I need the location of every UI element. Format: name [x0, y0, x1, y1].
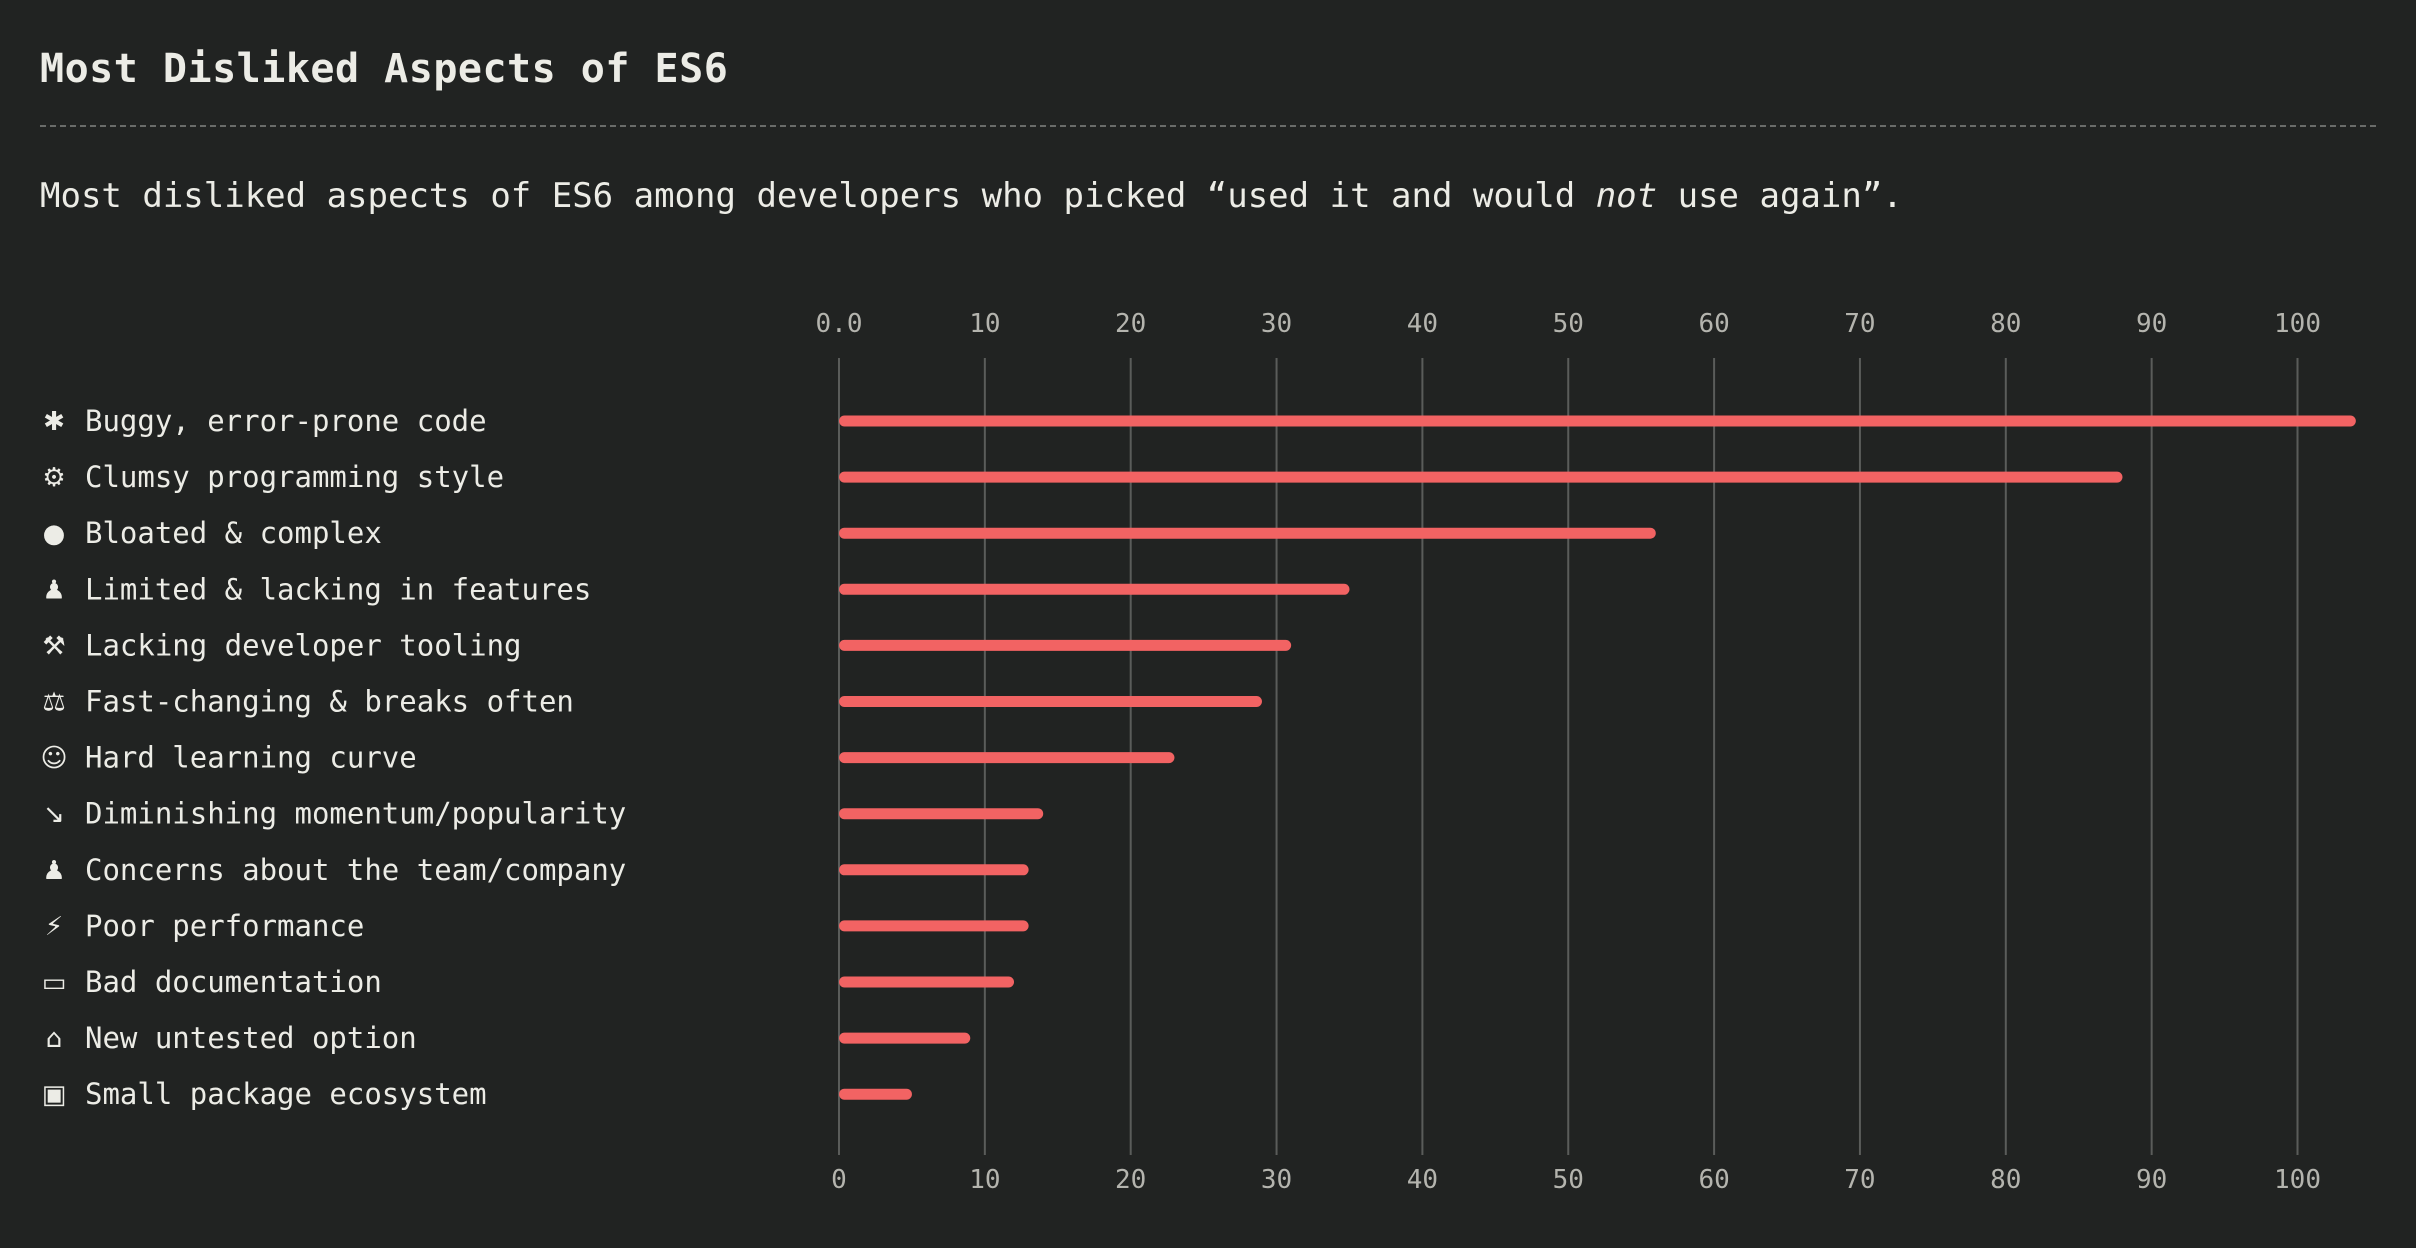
gear-icon: ⚙: [42, 463, 65, 493]
x-tick-label-bottom: 40: [1407, 1165, 1438, 1195]
category-label: Bad documentation: [85, 965, 382, 999]
category-label: New untested option: [85, 1021, 417, 1055]
x-tick-label-bottom: 30: [1261, 1165, 1292, 1195]
x-tick-label-top: 30: [1261, 309, 1292, 339]
gift-icon: ▣: [42, 1080, 67, 1110]
x-tick-label-bottom: 50: [1553, 1165, 1584, 1195]
bar: [839, 583, 1350, 595]
category-label: Diminishing momentum/popularity: [85, 797, 626, 831]
balloon-icon: ●: [43, 519, 66, 549]
x-tick-label-top: 20: [1115, 309, 1146, 339]
lightning-icon: ⚡: [45, 912, 63, 942]
x-tick-label-top: 40: [1407, 309, 1438, 339]
category-label: Concerns about the team/company: [85, 853, 626, 887]
bar: [839, 527, 1656, 539]
bar: [839, 920, 1029, 932]
bar: [839, 415, 2356, 427]
x-tick-label-bottom: 10: [969, 1165, 1000, 1195]
x-tick-label-top: 80: [1990, 309, 2021, 339]
x-tick-label-top: 50: [1553, 309, 1584, 339]
baby-icon: ☺: [40, 744, 67, 774]
category-label: Clumsy programming style: [85, 460, 504, 494]
title-divider: [40, 125, 2376, 127]
bar: [839, 976, 1015, 988]
x-tick-label-top: 60: [1698, 309, 1729, 339]
subtitle-text-after: use again”.: [1657, 176, 1903, 216]
x-tick-label-top: 10: [969, 309, 1000, 339]
bug-icon: ✱: [43, 407, 65, 437]
classical-building-icon: ⌂: [46, 1024, 63, 1054]
chart-subtitle: Most disliked aspects of ES6 among devel…: [40, 176, 1903, 216]
category-label: Poor performance: [85, 909, 364, 943]
category-label: Fast-changing & breaks often: [85, 685, 574, 719]
category-label: Small package ecosystem: [85, 1077, 487, 1111]
bar: [839, 752, 1175, 764]
x-tick-label-top: 90: [2136, 309, 2167, 339]
category-label: Hard learning curve: [85, 741, 417, 775]
category-label: Lacking developer tooling: [85, 628, 522, 662]
bar: [839, 696, 1262, 707]
joystick-icon: ♟: [42, 575, 65, 605]
category-label: Buggy, error-prone code: [85, 404, 487, 438]
x-tick-label-bottom: 70: [1844, 1165, 1875, 1195]
x-tick-label-bottom: 0: [831, 1165, 847, 1195]
x-tick-label-top: 100: [2274, 309, 2321, 339]
bar: [839, 808, 1044, 820]
x-tick-label-bottom: 20: [1115, 1165, 1146, 1195]
bar: [839, 1088, 912, 1100]
category-label: Limited & lacking in features: [85, 572, 591, 606]
bar: [839, 639, 1292, 651]
page-title: Most Disliked Aspects of ES6: [40, 46, 729, 92]
subtitle-emphasis: not: [1595, 176, 1658, 216]
bar: [839, 1032, 971, 1044]
x-tick-label-bottom: 90: [2136, 1165, 2167, 1195]
x-tick-label-bottom: 100: [2274, 1165, 2321, 1195]
scales-icon: ⚖: [42, 688, 65, 718]
bar: [839, 471, 2123, 483]
wrench-icon: ⚒: [42, 631, 65, 661]
open-book-icon: ▭: [42, 968, 67, 998]
category-label: Bloated & complex: [85, 516, 382, 550]
chart-decreasing-icon: ↘: [43, 800, 65, 830]
people-holding-hands-icon: ♟: [42, 856, 65, 886]
subtitle-text-before: Most disliked aspects of ES6 among devel…: [40, 176, 1596, 216]
bar: [839, 864, 1029, 876]
x-tick-label-top: 0.0: [816, 309, 863, 339]
x-tick-label-top: 70: [1844, 309, 1875, 339]
x-tick-label-bottom: 60: [1698, 1165, 1729, 1195]
x-tick-label-bottom: 80: [1990, 1165, 2021, 1195]
